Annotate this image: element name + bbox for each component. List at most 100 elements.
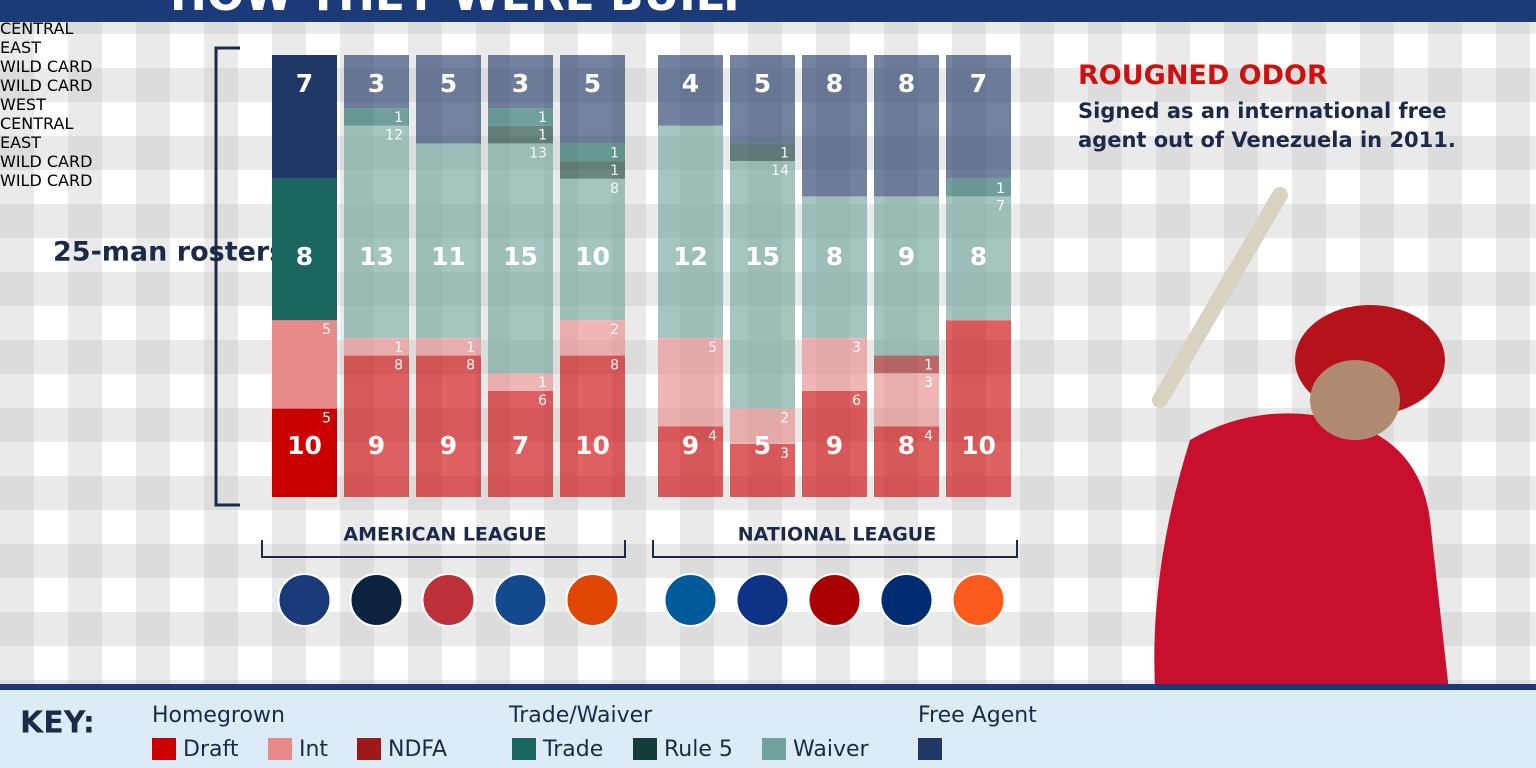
legend-label: Rule 5: [664, 737, 733, 762]
team-logo: [807, 573, 862, 627]
bar-segment: [344, 125, 409, 338]
bar-segment: [658, 337, 723, 427]
bar-segment: [946, 196, 1011, 321]
bar-segment: [658, 426, 723, 497]
segment-label: 3: [780, 446, 789, 462]
league-label: AMERICAN LEAGUE: [343, 524, 546, 546]
segment-label: 1: [538, 128, 547, 144]
team-column: 8 1 12 1: [344, 55, 409, 497]
bar-segment: [874, 55, 939, 197]
group-total: 13: [359, 242, 394, 271]
bar-segment: [344, 337, 409, 356]
group-total: 12: [673, 242, 708, 271]
bar-segment: [802, 390, 867, 497]
annotation-text: Signed as an international free agent ou…: [1078, 99, 1456, 152]
group-total: 15: [745, 242, 780, 271]
bar-segment: [344, 55, 409, 109]
segment-label: 1: [610, 145, 619, 161]
key-title: KEY:: [20, 706, 95, 741]
legend-label: Int: [299, 737, 328, 762]
legend-swatch: [512, 738, 536, 760]
group-total: 8: [970, 242, 987, 271]
legend-label: Trade: [542, 737, 603, 762]
legend-swatch: [633, 738, 657, 760]
division-label: WEST: [0, 95, 46, 114]
team-logo: [493, 573, 548, 627]
bar-segment: [272, 55, 337, 179]
bar-segment: [730, 408, 795, 444]
bar-segment: [874, 373, 939, 427]
team-column: 81: [416, 55, 481, 497]
bar-segment: [874, 426, 939, 497]
segment-label: 5: [708, 340, 717, 356]
segment-label: 1: [996, 181, 1005, 197]
segment-label: 8: [610, 358, 619, 374]
segment-label: 1: [538, 110, 547, 126]
division-label: EAST: [0, 133, 41, 152]
bar-segment: [730, 161, 795, 409]
bar-segment: [658, 55, 723, 126]
group-total: 8: [296, 242, 313, 271]
bracket: [214, 46, 240, 507]
bar-segment: [416, 337, 481, 356]
bar-segment: [802, 196, 867, 338]
division-label: CENTRAL: [0, 114, 74, 133]
bar-segment: [488, 143, 553, 374]
bar-segment: [272, 178, 337, 321]
league-bracket: [261, 540, 1018, 558]
bar-segment: [946, 55, 1011, 179]
segment-label: 12: [385, 128, 403, 144]
bar-segment: [488, 55, 553, 109]
bar-segment: [416, 355, 481, 497]
group-total: 10: [575, 431, 610, 460]
bar-segment: [344, 355, 409, 497]
group-total: 10: [287, 431, 322, 460]
group-total: 5: [754, 431, 771, 460]
segment-label: 1: [466, 340, 475, 356]
bar-segment: [272, 320, 337, 409]
segment-label: 1: [394, 340, 403, 356]
division-label: WILD CARD: [0, 76, 93, 95]
segment-label: 14: [771, 163, 789, 179]
segment-label: 4: [708, 428, 717, 444]
bar-segment: [560, 161, 625, 179]
bar-segment: [730, 55, 795, 144]
team-column: 63: [802, 55, 867, 497]
group-total: 7: [512, 431, 529, 460]
group-total: 9: [368, 431, 385, 460]
chart-title: HOW THEY WERE BUILT: [170, 0, 746, 21]
segment-label: 8: [394, 358, 403, 374]
bar-segment: [488, 125, 553, 144]
annotation-title: ROUGNED ODOR: [1078, 60, 1328, 91]
team-column: 3 2 14 1: [730, 55, 795, 497]
bar-segment: [488, 108, 553, 126]
bar-segment: [560, 143, 625, 162]
legend-label: NDFA: [388, 737, 447, 762]
group-total: 5: [754, 69, 771, 98]
bar-segment: [946, 320, 1011, 497]
bar-segment: [488, 390, 553, 497]
legend-label: Waiver: [793, 737, 869, 762]
team-column: 45: [658, 55, 723, 497]
division-label: WILD CARD: [0, 57, 93, 76]
legend-label: Draft: [183, 737, 239, 762]
segment-label: 8: [466, 358, 475, 374]
group-total: 5: [440, 69, 457, 98]
bar-segment: [344, 108, 409, 126]
key-group: Free Agent: [918, 703, 1037, 728]
legend-swatch: [762, 738, 786, 760]
team-logo: [663, 573, 718, 627]
bar-segment: [730, 443, 795, 497]
bar-segment: [802, 55, 867, 197]
segment-label: 2: [780, 411, 789, 427]
segment-label: 7: [996, 198, 1005, 214]
segment-label: 13: [529, 145, 547, 161]
group-total: 4: [682, 69, 699, 98]
division-label: WILD CARD: [0, 152, 93, 171]
segment-label: 1: [780, 145, 789, 161]
team-logo: [277, 573, 332, 627]
legend-swatch: [268, 738, 292, 760]
league-label: NATIONAL LEAGUE: [738, 524, 936, 546]
